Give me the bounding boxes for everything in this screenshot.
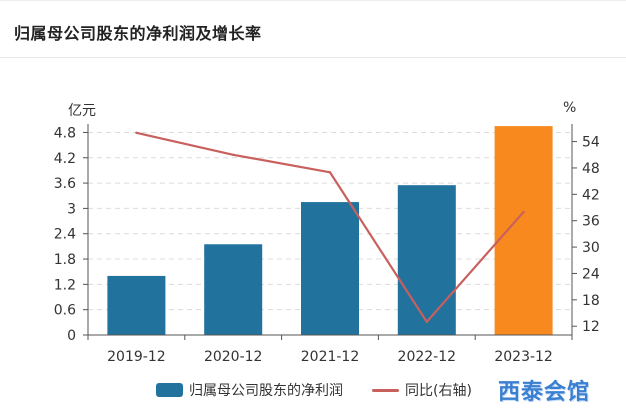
right-axis-unit: % (563, 100, 577, 116)
left-tick-label-4: 2.4 (54, 227, 76, 243)
yoy-point-2022-12 (425, 320, 428, 324)
left-tick-label-2: 1.2 (54, 277, 76, 293)
yoy-point-2023-12 (522, 210, 525, 214)
x-tick-label-2020-12: 2020-12 (204, 349, 263, 365)
yoy-point-2019-12 (135, 131, 138, 134)
bar-2019-12 (107, 275, 166, 335)
legend-swatch-line (372, 388, 399, 392)
top-rule (0, 0, 626, 1)
left-tick-label-8: 4.8 (54, 125, 76, 141)
x-tick-label-2023-12: 2023-12 (494, 349, 553, 365)
bar-2022-12 (397, 185, 456, 335)
left-axis-unit: 亿元 (68, 103, 96, 119)
legend-label-yoy: 同比(右轴) (405, 383, 472, 399)
title-divider (0, 57, 626, 58)
right-tick-label-4: 36 (582, 214, 600, 230)
right-tick-label-6: 48 (582, 161, 600, 177)
left-tick-label-1: 0.6 (54, 303, 76, 319)
bar-2020-12 (204, 244, 263, 335)
x-tick-label-2019-12: 2019-12 (107, 349, 166, 365)
right-tick-label-5: 42 (582, 187, 600, 203)
left-tick-label-5: 3 (67, 201, 76, 217)
legend-swatch-bar (156, 383, 183, 397)
yoy-point-2021-12 (328, 171, 332, 174)
left-tick-label-6: 3.6 (54, 176, 76, 192)
left-tick-label-3: 1.8 (54, 252, 76, 268)
left-tick-label-7: 4.2 (54, 151, 76, 167)
x-tick-label-2021-12: 2021-12 (301, 349, 360, 365)
panel-title: 归属母公司股东的净利润及增长率 (14, 24, 262, 43)
left-tick-label-0: 0 (67, 328, 76, 344)
watermark-logo: 西泰会馆 (498, 380, 591, 405)
bar-2023-12 (494, 126, 553, 335)
legend-item-yoy[interactable]: 同比(右轴) (372, 380, 472, 400)
right-tick-label-0: 12 (582, 319, 600, 335)
right-tick-label-3: 30 (582, 240, 600, 256)
yoy-point-2020-12 (232, 153, 235, 156)
legend-item-net-profit[interactable]: 归属母公司股东的净利润 (156, 380, 343, 400)
right-tick-label-7: 54 (582, 135, 600, 151)
bar-2021-12 (301, 202, 359, 335)
right-tick-label-1: 18 (582, 293, 600, 309)
right-tick-label-2: 24 (582, 266, 600, 282)
legend-label-net-profit: 归属母公司股东的净利润 (189, 383, 343, 399)
x-tick-label-2022-12: 2022-12 (398, 349, 457, 365)
